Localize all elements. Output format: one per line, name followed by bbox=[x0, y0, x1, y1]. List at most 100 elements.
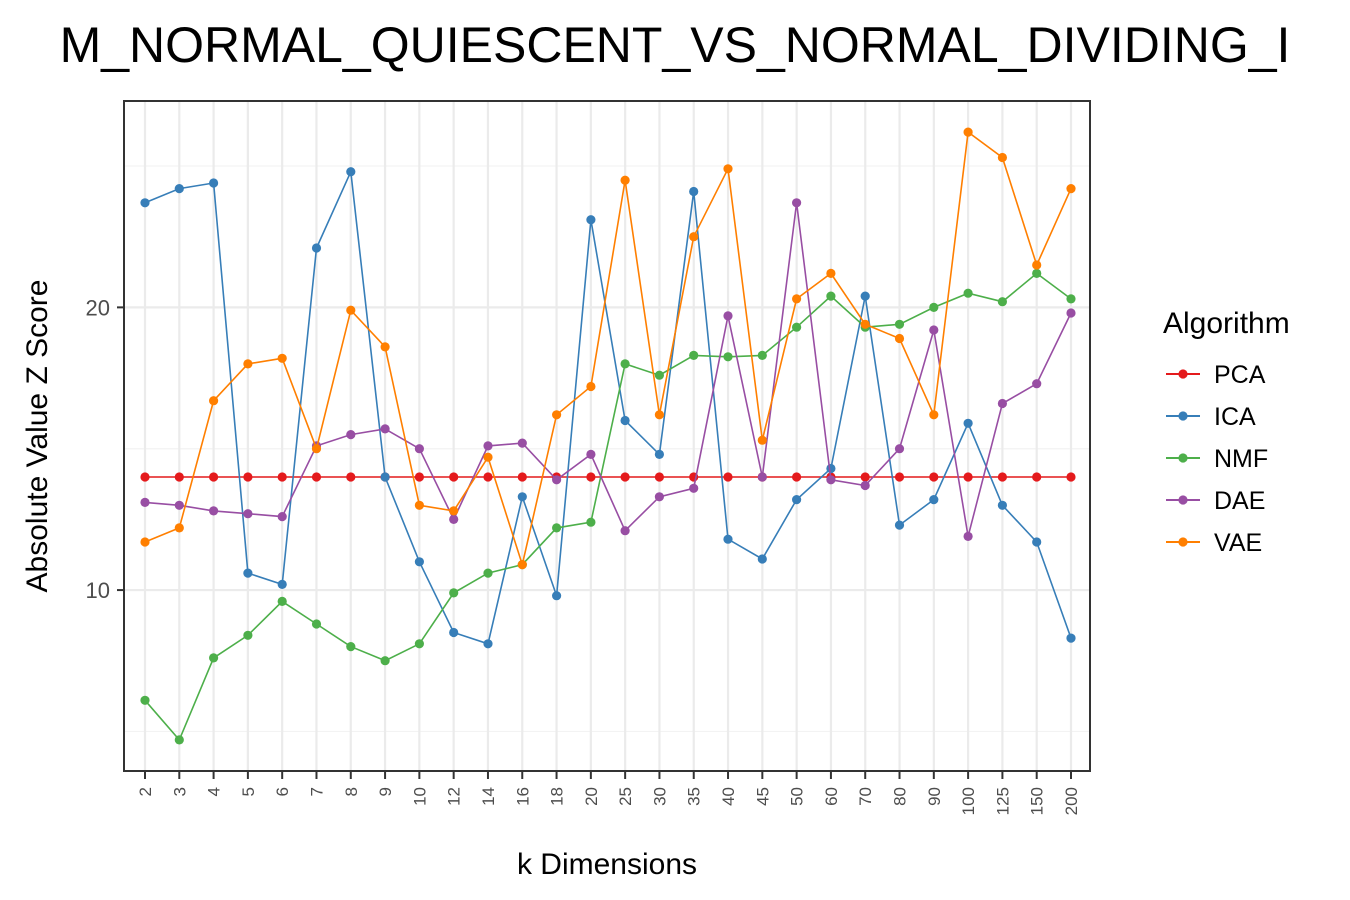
data-point-dae bbox=[243, 509, 253, 519]
data-point-pca bbox=[140, 472, 150, 482]
data-point-pca bbox=[586, 472, 596, 482]
data-point-pca bbox=[277, 472, 287, 482]
data-point-ica bbox=[792, 495, 802, 505]
data-point-nmf bbox=[929, 302, 939, 312]
data-point-pca bbox=[483, 472, 493, 482]
data-point-dae bbox=[414, 444, 424, 454]
data-point-ica bbox=[346, 167, 356, 177]
data-point-dae bbox=[483, 441, 493, 451]
series-line-dae bbox=[144, 202, 1072, 537]
data-point-nmf bbox=[1066, 294, 1076, 304]
legend-key-point bbox=[1178, 369, 1188, 379]
data-point-nmf bbox=[1032, 268, 1042, 278]
x-tick-label: 30 bbox=[650, 787, 669, 806]
data-point-ica bbox=[860, 291, 870, 301]
x-tick-label: 5 bbox=[239, 787, 258, 796]
data-point-ica bbox=[757, 554, 767, 564]
x-tick-label: 10 bbox=[410, 787, 429, 806]
series-layer bbox=[140, 127, 1076, 745]
data-point-vae bbox=[1066, 184, 1076, 194]
data-point-pca bbox=[894, 472, 905, 482]
x-tick-label: 25 bbox=[616, 787, 635, 806]
data-point-pca bbox=[620, 472, 630, 482]
data-point-nmf bbox=[723, 352, 733, 362]
x-tick-label: 40 bbox=[719, 787, 738, 806]
data-point-vae bbox=[277, 353, 287, 363]
grid bbox=[124, 101, 1090, 771]
x-tick-label: 3 bbox=[170, 787, 189, 796]
data-point-vae bbox=[860, 319, 870, 329]
data-point-vae bbox=[414, 500, 424, 510]
data-point-ica bbox=[311, 243, 322, 253]
data-point-ica bbox=[449, 627, 459, 638]
data-point-nmf bbox=[654, 370, 665, 380]
data-point-nmf bbox=[620, 359, 630, 369]
data-point-nmf bbox=[311, 619, 322, 629]
data-point-pca bbox=[723, 472, 733, 482]
x-tick-label: 60 bbox=[822, 787, 841, 806]
series-line-nmf bbox=[144, 272, 1072, 742]
legend-title: Algorithm bbox=[1163, 307, 1290, 340]
data-point-vae bbox=[380, 342, 390, 352]
data-point-nmf bbox=[277, 596, 287, 607]
x-tick-label: 6 bbox=[273, 787, 292, 796]
data-point-ica bbox=[517, 492, 527, 502]
data-point-nmf bbox=[792, 322, 802, 332]
data-point-nmf bbox=[757, 350, 767, 360]
data-point-dae bbox=[826, 475, 836, 485]
series-nmf bbox=[140, 268, 1076, 745]
data-point-vae bbox=[346, 305, 356, 315]
data-point-dae bbox=[1066, 308, 1076, 318]
x-tick-label: 9 bbox=[376, 787, 395, 796]
data-point-nmf bbox=[552, 523, 562, 533]
data-point-pca bbox=[346, 472, 356, 482]
data-point-dae bbox=[929, 325, 939, 335]
legend-key-point bbox=[1178, 411, 1188, 421]
data-point-dae bbox=[620, 526, 630, 536]
data-point-dae bbox=[277, 511, 287, 522]
data-point-vae bbox=[963, 127, 973, 137]
data-point-ica bbox=[140, 198, 150, 208]
data-point-dae bbox=[757, 472, 767, 482]
data-point-pca bbox=[1066, 472, 1076, 482]
data-point-dae bbox=[1032, 379, 1042, 389]
legend-label: NMF bbox=[1214, 445, 1268, 473]
data-point-ica bbox=[723, 534, 733, 544]
data-point-nmf bbox=[243, 630, 253, 640]
data-point-vae bbox=[209, 396, 219, 406]
data-point-dae bbox=[140, 497, 150, 507]
data-point-dae bbox=[997, 398, 1008, 409]
data-point-ica bbox=[654, 449, 665, 459]
legend-item-vae: VAE bbox=[1166, 529, 1262, 557]
data-point-ica bbox=[586, 215, 596, 225]
data-point-ica bbox=[243, 568, 253, 578]
x-tick-label: 2 bbox=[136, 787, 155, 796]
data-point-nmf bbox=[483, 568, 493, 578]
data-point-pca bbox=[414, 472, 424, 482]
data-point-ica bbox=[209, 178, 219, 188]
data-point-ica bbox=[1066, 633, 1076, 643]
y-axis-title: Absolute Value Z Score bbox=[21, 280, 54, 593]
data-point-ica bbox=[997, 500, 1008, 510]
data-point-dae bbox=[723, 311, 733, 321]
legend-item-pca: PCA bbox=[1166, 361, 1266, 389]
x-tick-label: 14 bbox=[479, 787, 498, 806]
data-point-nmf bbox=[414, 639, 424, 649]
data-point-vae bbox=[826, 268, 836, 278]
data-point-nmf bbox=[689, 350, 699, 360]
data-point-nmf bbox=[140, 695, 150, 705]
series-ica bbox=[140, 167, 1076, 649]
data-point-vae bbox=[243, 359, 253, 369]
x-tick-label: 16 bbox=[513, 787, 532, 806]
x-tick-label: 4 bbox=[205, 787, 224, 796]
data-point-pca bbox=[449, 472, 459, 482]
data-point-ica bbox=[689, 186, 699, 197]
x-tick-label: 100 bbox=[959, 787, 978, 815]
data-point-nmf bbox=[586, 517, 596, 527]
data-point-vae bbox=[620, 175, 630, 185]
data-point-vae bbox=[1032, 260, 1042, 270]
x-axis: 2 3 4 5 6 7 8 9 10 12 14 16 18 20 25 30 35 40 45 50 60 70 80 90… bbox=[136, 771, 1081, 815]
data-point-dae bbox=[860, 480, 870, 491]
chart-title: M_NORMAL_QUIESCENT_VS_NORMAL_DIVIDING_I bbox=[60, 17, 1291, 73]
